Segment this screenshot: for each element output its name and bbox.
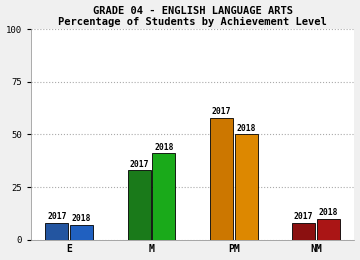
Bar <box>292 223 315 239</box>
Text: 2018: 2018 <box>236 124 256 133</box>
Text: 2018: 2018 <box>72 214 91 223</box>
Text: 2017: 2017 <box>129 160 149 168</box>
Text: 2017: 2017 <box>47 212 67 221</box>
Bar <box>45 223 68 239</box>
Bar <box>210 118 233 239</box>
Text: 2018: 2018 <box>154 143 174 152</box>
Bar <box>70 225 93 239</box>
Bar <box>152 153 175 239</box>
Text: 2018: 2018 <box>319 208 338 217</box>
Bar <box>317 219 340 239</box>
Bar <box>128 170 150 239</box>
Bar <box>234 134 257 239</box>
Text: 2017: 2017 <box>212 107 231 116</box>
Text: 2017: 2017 <box>294 212 313 221</box>
Title: GRADE 04 - ENGLISH LANGUAGE ARTS
Percentage of Students by Achievement Level: GRADE 04 - ENGLISH LANGUAGE ARTS Percent… <box>58 5 327 27</box>
